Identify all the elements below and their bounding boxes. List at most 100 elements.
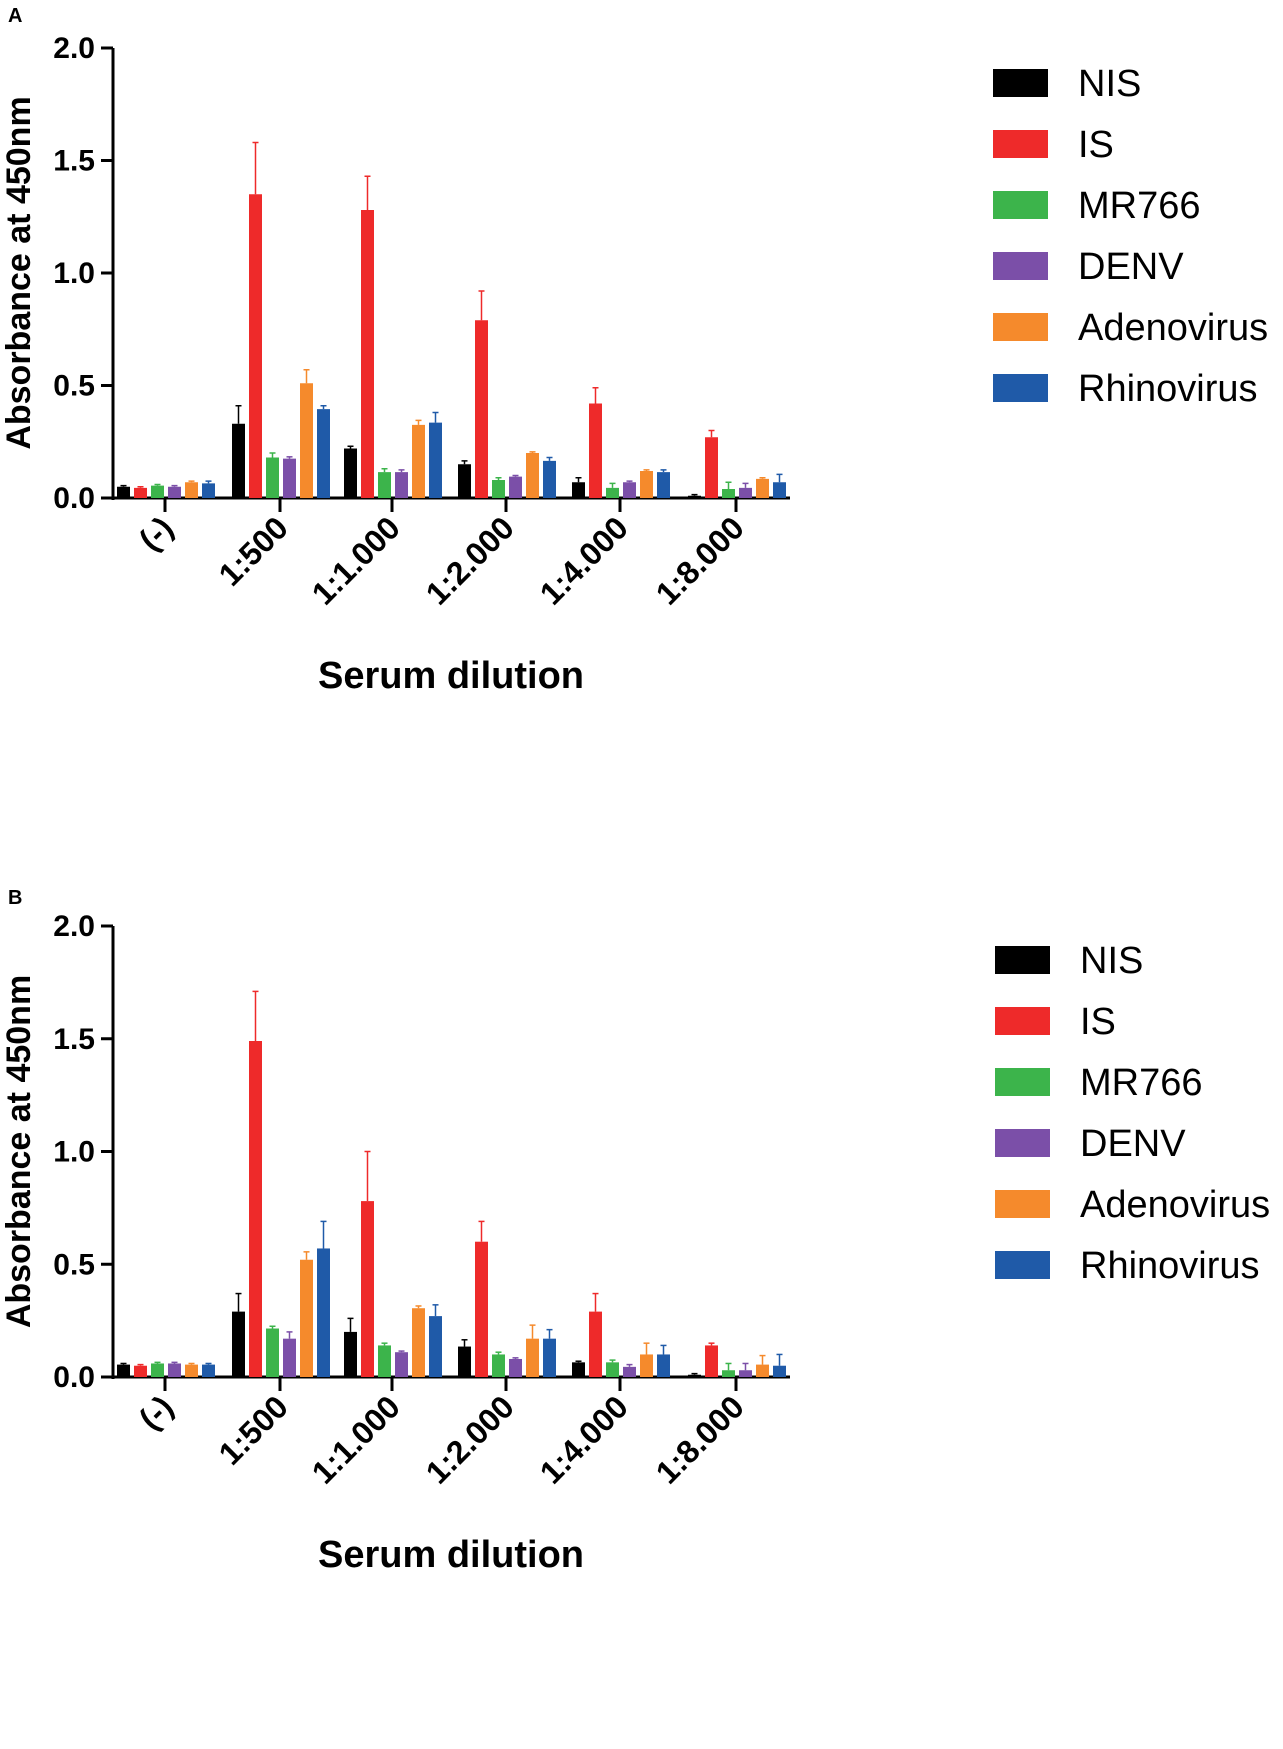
- bar-mr766: [722, 1370, 735, 1377]
- bar-mr766: [722, 489, 735, 498]
- legend-swatch-nis: [995, 946, 1050, 974]
- bar-is: [589, 1311, 602, 1377]
- x-tick-label: 1:1.000: [305, 509, 407, 611]
- bar-is: [134, 487, 147, 498]
- legend-label-is: IS: [1080, 1001, 1116, 1043]
- x-tick-label: 1:2.000: [419, 1388, 521, 1490]
- x-tick-label: 1:500: [212, 1388, 295, 1471]
- bar-mr766: [492, 1354, 505, 1377]
- y-tick-label: 2.0: [53, 32, 95, 65]
- legend-swatch-is: [995, 1007, 1050, 1035]
- bar-rhinovirus: [657, 1354, 670, 1377]
- bar-rhinovirus: [773, 1365, 786, 1377]
- legend-swatch-denv: [995, 1129, 1050, 1157]
- bar-mr766: [151, 1363, 164, 1377]
- bar-rhinovirus: [317, 1248, 330, 1377]
- y-tick-label: 0.0: [53, 482, 95, 515]
- bar-denv: [283, 458, 296, 498]
- bar-rhinovirus: [429, 1316, 442, 1377]
- bar-nis: [232, 1311, 245, 1377]
- bar-nis: [572, 482, 585, 498]
- bar-rhinovirus: [773, 482, 786, 498]
- bar-nis: [344, 448, 357, 498]
- bar-is: [361, 1201, 374, 1377]
- legend-label-denv: DENV: [1078, 246, 1184, 288]
- bar-adenovirus: [412, 424, 425, 498]
- panel-a: A 0.0 0.5 1.0 1.5 2.0 Absorbance at 450nm (-) 1:…: [0, 5, 1268, 697]
- bar-adenovirus: [756, 1364, 769, 1377]
- bar-is: [249, 1041, 262, 1377]
- legend-swatch-rhinovirus: [995, 1251, 1050, 1279]
- bar-denv: [623, 482, 636, 498]
- bar-nis: [688, 1374, 701, 1377]
- bar-mr766: [378, 1345, 391, 1377]
- bar-adenovirus: [640, 471, 653, 498]
- bar-adenovirus: [526, 453, 539, 498]
- bar-is: [134, 1365, 147, 1377]
- x-tick-label: (-): [132, 1388, 180, 1436]
- x-tick-label: 1:8.000: [649, 1388, 751, 1490]
- bar-adenovirus: [526, 1338, 539, 1377]
- bar-rhinovirus: [317, 409, 330, 498]
- y-tick-label: 0.5: [53, 370, 95, 403]
- x-axis-title: Serum dilution: [318, 655, 584, 697]
- bar-denv: [739, 487, 752, 498]
- bar-mr766: [378, 472, 391, 498]
- legend-label-adenovirus: Adenovirus: [1078, 307, 1268, 349]
- legend-label-is: IS: [1078, 124, 1114, 166]
- bar-nis: [117, 486, 130, 498]
- bar-denv: [509, 476, 522, 498]
- x-tick-label: 1:8.000: [649, 509, 751, 611]
- y-axis-title: Absorbance at 450nm: [0, 96, 38, 449]
- y-tick-label: 0.5: [53, 1248, 95, 1281]
- y-tick-label: 1.5: [53, 145, 95, 178]
- bar-is: [705, 437, 718, 498]
- x-tick-label: 1:4.000: [533, 1388, 635, 1490]
- bar-is: [475, 320, 488, 498]
- y-tick-label: 1.0: [53, 257, 95, 290]
- panel-label: B: [8, 887, 22, 909]
- bar-rhinovirus: [543, 1338, 556, 1377]
- bar-is: [249, 194, 262, 498]
- bar-nis: [117, 1364, 130, 1377]
- bar-is: [361, 210, 374, 498]
- legend-label-rhinovirus: Rhinovirus: [1078, 368, 1258, 410]
- legend-label-rhinovirus: Rhinovirus: [1080, 1245, 1260, 1287]
- y-tick-label: 1.0: [53, 1136, 95, 1169]
- legend-swatch-adenovirus: [993, 313, 1048, 341]
- bar-nis: [232, 423, 245, 498]
- bar-is: [705, 1345, 718, 1377]
- x-tick-label: 1:500: [212, 509, 295, 592]
- bar-mr766: [606, 487, 619, 498]
- bar-mr766: [151, 485, 164, 498]
- y-tick-label: 2.0: [53, 910, 95, 943]
- panel-b: B 0.0 0.5 1.0 1.5 2.0 Absorbance at 450nm (-) 1:…: [0, 887, 1270, 1576]
- bar-denv: [395, 1352, 408, 1377]
- bar-adenovirus: [756, 478, 769, 498]
- legend-swatch-denv: [993, 252, 1048, 280]
- bar-adenovirus: [640, 1354, 653, 1377]
- bar-rhinovirus: [202, 483, 215, 498]
- bar-denv: [739, 1370, 752, 1377]
- bar-mr766: [492, 480, 505, 498]
- bar-denv: [509, 1358, 522, 1377]
- bar-is: [589, 403, 602, 498]
- legend-label-denv: DENV: [1080, 1123, 1186, 1165]
- bar-adenovirus: [300, 1259, 313, 1377]
- legend-label-mr766: MR766: [1080, 1062, 1203, 1104]
- legend-swatch-mr766: [993, 191, 1048, 219]
- bar-adenovirus: [185, 482, 198, 498]
- legend-swatch-adenovirus: [995, 1190, 1050, 1218]
- y-tick-label: 0.0: [53, 1361, 95, 1394]
- bar-nis: [458, 1346, 471, 1377]
- legend-label-adenovirus: Adenovirus: [1080, 1184, 1270, 1226]
- bar-mr766: [266, 457, 279, 498]
- bar-adenovirus: [300, 383, 313, 498]
- bar-denv: [168, 1363, 181, 1377]
- legend-label-mr766: MR766: [1078, 185, 1201, 227]
- legend-swatch-rhinovirus: [993, 374, 1048, 402]
- bar-nis: [344, 1331, 357, 1377]
- bar-rhinovirus: [429, 422, 442, 498]
- x-tick-label: 1:4.000: [533, 509, 635, 611]
